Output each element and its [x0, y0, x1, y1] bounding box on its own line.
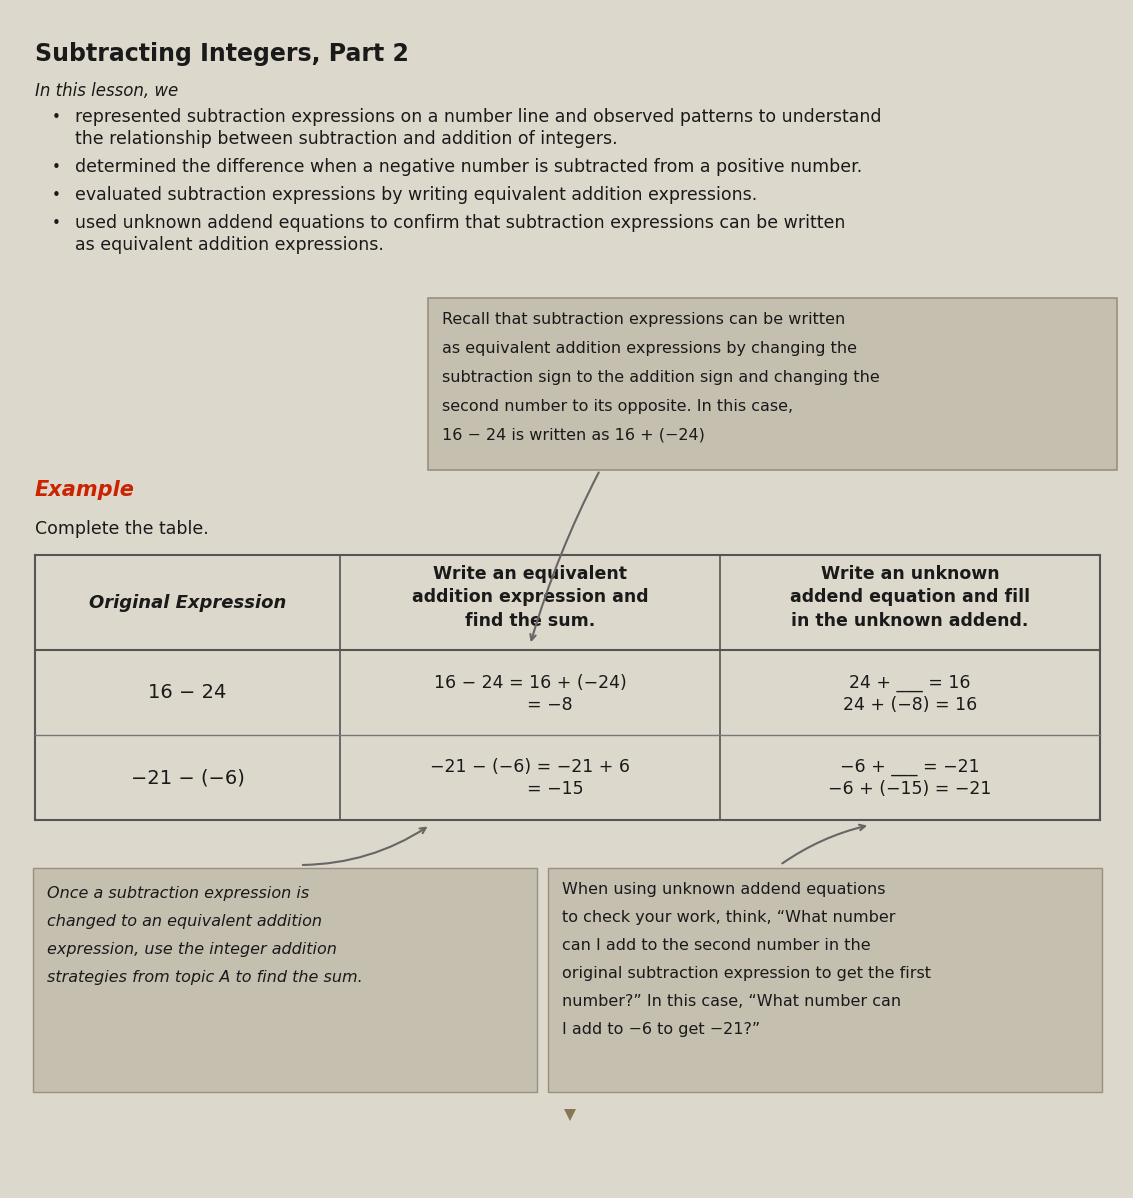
Text: Once a subtraction expression is: Once a subtraction expression is [46, 887, 309, 901]
Text: the relationship between subtraction and addition of integers.: the relationship between subtraction and… [75, 131, 617, 149]
Text: −6 + ___ = −21: −6 + ___ = −21 [841, 758, 980, 776]
Text: used unknown addend equations to confirm that subtraction expressions can be wri: used unknown addend equations to confirm… [75, 214, 845, 232]
Text: represented subtraction expressions on a number line and observed patterns to un: represented subtraction expressions on a… [75, 108, 881, 126]
Text: can I add to the second number in the: can I add to the second number in the [562, 938, 870, 952]
FancyBboxPatch shape [548, 869, 1102, 1093]
Text: I add to −6 to get −21?”: I add to −6 to get −21?” [562, 1022, 760, 1037]
FancyBboxPatch shape [428, 298, 1117, 470]
Text: second number to its opposite. In this case,: second number to its opposite. In this c… [442, 399, 793, 415]
Text: Subtracting Integers, Part 2: Subtracting Integers, Part 2 [35, 42, 409, 66]
Text: number?” In this case, “What number can: number?” In this case, “What number can [562, 994, 901, 1009]
Text: subtraction sign to the addition sign and changing the: subtraction sign to the addition sign an… [442, 370, 879, 385]
Text: as equivalent addition expressions by changing the: as equivalent addition expressions by ch… [442, 341, 857, 356]
Text: −21 − (−6) = −21 + 6: −21 − (−6) = −21 + 6 [431, 758, 630, 776]
Text: 16 − 24 = 16 + (−24): 16 − 24 = 16 + (−24) [434, 673, 627, 691]
Text: determined the difference when a negative number is subtracted from a positive n: determined the difference when a negativ… [75, 158, 862, 176]
Text: 24 + (−8) = 16: 24 + (−8) = 16 [843, 696, 977, 714]
Text: = −8: = −8 [527, 696, 573, 714]
Text: original subtraction expression to get the first: original subtraction expression to get t… [562, 966, 931, 981]
Text: •: • [52, 161, 61, 175]
Text: 16 − 24: 16 − 24 [148, 683, 227, 702]
Text: Original Expression: Original Expression [88, 593, 287, 611]
Text: −6 + (−15) = −21: −6 + (−15) = −21 [828, 781, 991, 799]
Text: changed to an equivalent addition: changed to an equivalent addition [46, 914, 322, 928]
Text: •: • [52, 188, 61, 202]
Text: Example: Example [35, 480, 135, 500]
Text: When using unknown addend equations: When using unknown addend equations [562, 882, 886, 897]
Text: In this lesson, we: In this lesson, we [35, 81, 178, 99]
Text: Recall that subtraction expressions can be written: Recall that subtraction expressions can … [442, 311, 845, 327]
Text: 24 + ___ = 16: 24 + ___ = 16 [850, 673, 971, 691]
Text: Complete the table.: Complete the table. [35, 520, 208, 538]
Text: to check your work, think, “What number: to check your work, think, “What number [562, 910, 895, 925]
Text: 16 − 24 is written as 16 + (−24): 16 − 24 is written as 16 + (−24) [442, 428, 705, 443]
Text: Write an equivalent
addition expression and
find the sum.: Write an equivalent addition expression … [411, 565, 648, 630]
Text: = −15: = −15 [527, 781, 583, 799]
Text: •: • [52, 216, 61, 231]
Text: expression, use the integer addition: expression, use the integer addition [46, 942, 337, 957]
Text: −21 − (−6): −21 − (−6) [130, 768, 245, 787]
Text: as equivalent addition expressions.: as equivalent addition expressions. [75, 236, 384, 254]
Text: •: • [52, 110, 61, 125]
FancyBboxPatch shape [33, 869, 537, 1093]
Text: strategies from topic A to find the sum.: strategies from topic A to find the sum. [46, 970, 363, 985]
Text: evaluated subtraction expressions by writing equivalent addition expressions.: evaluated subtraction expressions by wri… [75, 186, 757, 204]
Text: Write an unknown
addend equation and fill
in the unknown addend.: Write an unknown addend equation and fil… [790, 565, 1030, 630]
